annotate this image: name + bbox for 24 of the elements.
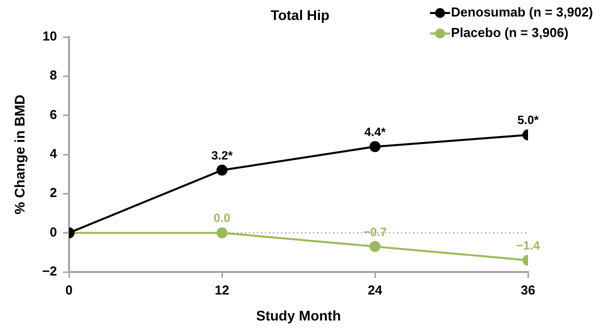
data-label: 3.2* [211, 148, 233, 162]
y-tick-label: 6 [50, 106, 57, 122]
y-tick-label: 0 [50, 224, 57, 240]
x-tick-label: 12 [214, 282, 230, 298]
data-label: −0.7 [363, 224, 388, 239]
data-label: 0.0 [214, 211, 231, 226]
y-axis-title: % Change in BMD [11, 94, 28, 214]
y-tick-label: −2 [42, 264, 57, 279]
x-tick-label: 24 [368, 282, 383, 298]
data-label: −1.4 [516, 238, 540, 253]
y-tick-label: 4 [50, 146, 58, 162]
y-tick-label: 8 [50, 68, 57, 83]
point [216, 227, 228, 238]
x-tick-label: 0 [65, 282, 73, 298]
chart-title: Total Hip [270, 6, 330, 23]
x-axis-title: Study Month [256, 307, 341, 324]
legend-label: Placebo (n = 3,906) [451, 25, 568, 40]
y-tick-label: 10 [42, 28, 57, 44]
data-label: 5.0* [517, 113, 539, 128]
x-tick-label: 36 [520, 282, 536, 298]
point [370, 241, 380, 252]
y-tick-label: 2 [50, 185, 57, 200]
data-label: 4.4* [364, 124, 386, 139]
legend-label: Denosumab (n = 3,902) [451, 4, 594, 20]
